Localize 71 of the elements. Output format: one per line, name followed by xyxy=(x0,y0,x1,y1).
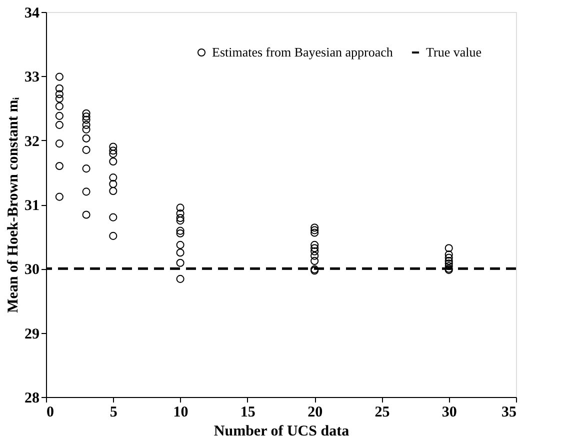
x-tick-label: 0 xyxy=(46,404,54,420)
point xyxy=(310,224,319,232)
legend-label: Estimates from Bayesian approach xyxy=(212,44,394,60)
point xyxy=(444,256,453,265)
point xyxy=(82,210,90,219)
point xyxy=(109,174,118,182)
point xyxy=(109,186,118,196)
point xyxy=(55,112,64,120)
point xyxy=(109,213,118,222)
y-axis-title: Mean of Hoek-Brown constant mᵢ xyxy=(6,96,22,313)
point xyxy=(55,120,64,129)
y-tick-label: 33 xyxy=(24,70,40,86)
point xyxy=(444,250,453,259)
point xyxy=(109,142,118,151)
point xyxy=(82,164,90,173)
y-tick-label: 32 xyxy=(24,134,40,150)
point xyxy=(176,214,184,222)
point xyxy=(82,125,90,134)
point xyxy=(109,157,118,166)
point xyxy=(109,146,118,155)
point xyxy=(444,254,453,262)
point xyxy=(55,102,64,110)
point xyxy=(310,240,319,249)
point xyxy=(176,229,184,238)
point xyxy=(82,134,90,142)
point xyxy=(82,146,90,154)
point xyxy=(176,204,184,212)
x-tick-label: 25 xyxy=(374,404,390,420)
point xyxy=(55,192,64,201)
point xyxy=(176,216,184,225)
point xyxy=(109,232,118,240)
point xyxy=(310,247,319,256)
x-tick-label: 10 xyxy=(173,404,188,420)
y-tick-label: 31 xyxy=(24,198,40,214)
y-tick-label: 34 xyxy=(24,6,40,22)
point xyxy=(55,140,64,148)
point xyxy=(310,226,319,234)
point xyxy=(444,260,453,268)
x-tick-label: 30 xyxy=(442,404,457,420)
point xyxy=(310,228,319,237)
point xyxy=(82,120,90,129)
point xyxy=(310,244,319,252)
point xyxy=(444,244,453,252)
point xyxy=(82,116,90,124)
y-tick-label: 29 xyxy=(24,326,40,342)
point xyxy=(109,150,118,158)
point xyxy=(55,162,64,170)
y-tick-label: 30 xyxy=(24,262,40,278)
point xyxy=(310,256,319,265)
point xyxy=(55,72,64,81)
point xyxy=(176,248,184,257)
x-tick-label: 20 xyxy=(308,404,323,420)
point xyxy=(109,180,118,188)
point xyxy=(176,226,184,235)
x-tick-label: 5 xyxy=(110,404,118,420)
point xyxy=(55,84,64,92)
legend-label: True value xyxy=(426,44,482,60)
point xyxy=(82,112,90,121)
x-axis-title: Number of UCS data xyxy=(214,424,350,440)
point xyxy=(176,209,184,218)
point xyxy=(55,90,64,98)
point xyxy=(176,274,184,283)
point xyxy=(176,240,184,249)
x-tick-label: 35 xyxy=(502,404,516,420)
y-tick-label: 28 xyxy=(24,390,40,406)
point xyxy=(82,109,90,118)
x-tick-label: 15 xyxy=(240,404,256,420)
point xyxy=(310,252,319,260)
point xyxy=(82,188,90,196)
point xyxy=(176,258,184,267)
point xyxy=(55,94,64,103)
